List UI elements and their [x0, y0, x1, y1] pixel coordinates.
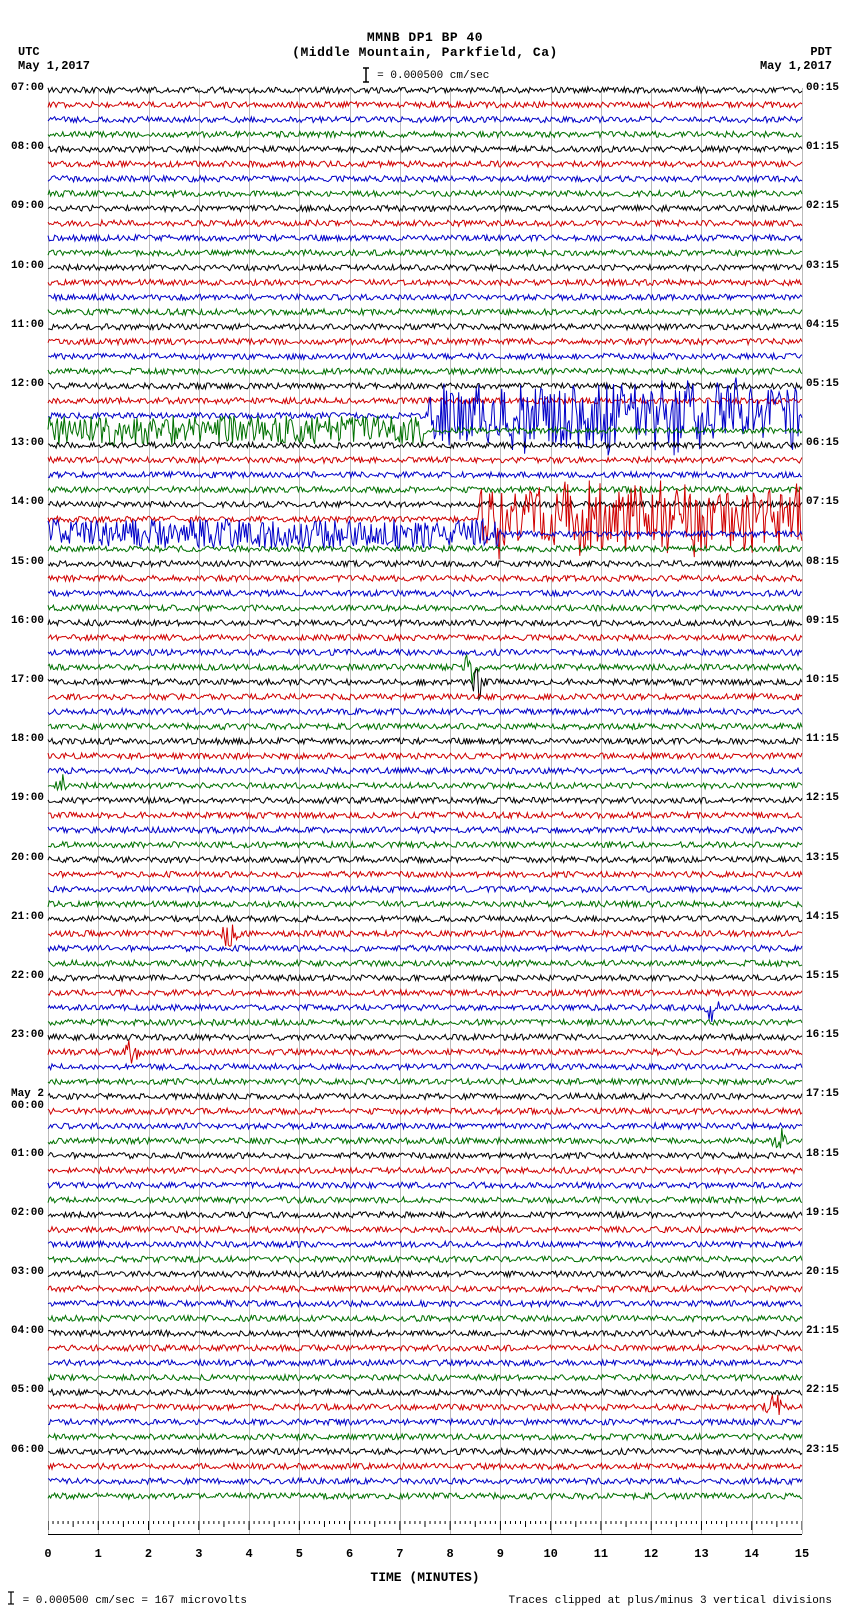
x-tick-label: 3 — [195, 1547, 202, 1561]
pdt-time-label: 05:15 — [802, 378, 839, 390]
utc-time-label: 23:00 — [11, 1029, 48, 1041]
scale-indicator: = 0.000500 cm/sec — [0, 67, 850, 83]
utc-time-label: 02:00 — [11, 1207, 48, 1219]
pdt-time-label: 19:15 — [802, 1207, 839, 1219]
pdt-time-label: 11:15 — [802, 733, 839, 745]
utc-time-label: 07:00 — [11, 82, 48, 94]
footer-scale: = 0.000500 cm/sec = 167 microvolts — [6, 1591, 247, 1607]
utc-time-label: 19:00 — [11, 792, 48, 804]
x-tick-label: 4 — [245, 1547, 252, 1561]
utc-time-label: 13:00 — [11, 437, 48, 449]
pdt-time-label: 02:15 — [802, 200, 839, 212]
pdt-time-label: 03:15 — [802, 260, 839, 272]
utc-time-label: 22:00 — [11, 970, 48, 982]
x-tick-label: 13 — [694, 1547, 708, 1561]
pdt-time-label: 23:15 — [802, 1444, 839, 1456]
pdt-time-label: 01:15 — [802, 141, 839, 153]
utc-time-label: 01:00 — [11, 1148, 48, 1160]
x-tick-label: 6 — [346, 1547, 353, 1561]
scale-value: = 0.000500 cm/sec — [371, 70, 490, 82]
utc-time-label: 12:00 — [11, 378, 48, 390]
x-tick-label: 0 — [44, 1547, 51, 1561]
utc-time-label: 17:00 — [11, 674, 48, 686]
pdt-time-label: 08:15 — [802, 556, 839, 568]
utc-time-label: 10:00 — [11, 260, 48, 272]
pdt-time-label: 17:15 — [802, 1088, 839, 1100]
pdt-time-label: 07:15 — [802, 496, 839, 508]
scale-bar-icon — [6, 1591, 16, 1605]
pdt-time-label: 06:15 — [802, 437, 839, 449]
seismic-trace — [48, 88, 802, 1549]
pdt-time-label: 18:15 — [802, 1148, 839, 1160]
pdt-time-label: 04:15 — [802, 319, 839, 331]
utc-time-label: May 2 00:00 — [11, 1088, 48, 1112]
gridline — [802, 88, 803, 1534]
x-tick-label: 7 — [396, 1547, 403, 1561]
pdt-time-label: 20:15 — [802, 1266, 839, 1278]
utc-time-label: 06:00 — [11, 1444, 48, 1456]
pdt-time-label: 22:15 — [802, 1384, 839, 1396]
pdt-time-label: 21:15 — [802, 1325, 839, 1337]
pdt-time-label: 15:15 — [802, 970, 839, 982]
station-location: (Middle Mountain, Parkfield, Ca) — [0, 45, 850, 60]
utc-time-label: 04:00 — [11, 1325, 48, 1337]
pdt-tz-label: PDT — [760, 45, 832, 59]
utc-time-label: 15:00 — [11, 556, 48, 568]
station-title: MMNB DP1 BP 40 — [0, 30, 850, 45]
header: MMNB DP1 BP 40 (Middle Mountain, Parkfie… — [0, 30, 850, 60]
scale-bar-icon — [361, 67, 371, 83]
x-tick-label: 8 — [447, 1547, 454, 1561]
x-tick-label: 15 — [795, 1547, 809, 1561]
pdt-time-label: 13:15 — [802, 852, 839, 864]
x-tick-label: 2 — [145, 1547, 152, 1561]
utc-time-label: 11:00 — [11, 319, 48, 331]
pdt-time-label: 16:15 — [802, 1029, 839, 1041]
x-axis-label: TIME (MINUTES) — [48, 1570, 802, 1585]
pdt-time-label: 10:15 — [802, 674, 839, 686]
seismogram-page: MMNB DP1 BP 40 (Middle Mountain, Parkfie… — [0, 0, 850, 1613]
utc-time-label: 08:00 — [11, 141, 48, 153]
x-tick-label: 10 — [543, 1547, 557, 1561]
x-tick-label: 5 — [296, 1547, 303, 1561]
utc-time-label: 21:00 — [11, 911, 48, 923]
utc-time-label: 05:00 — [11, 1384, 48, 1396]
pdt-time-label: 14:15 — [802, 911, 839, 923]
footer-left-text: = 0.000500 cm/sec = 167 microvolts — [16, 1595, 247, 1607]
footer-clip-note: Traces clipped at plus/minus 3 vertical … — [509, 1595, 832, 1607]
x-tick-label: 11 — [594, 1547, 608, 1561]
pdt-time-label: 09:15 — [802, 615, 839, 627]
pdt-time-label: 12:15 — [802, 792, 839, 804]
utc-tz-label: UTC — [18, 45, 90, 59]
utc-time-label: 20:00 — [11, 852, 48, 864]
x-tick-label: 14 — [745, 1547, 759, 1561]
helicorder-plot: 07:0008:0009:0010:0011:0012:0013:0014:00… — [48, 88, 802, 1535]
utc-time-label: 16:00 — [11, 615, 48, 627]
x-tick-label: 9 — [497, 1547, 504, 1561]
utc-time-label: 18:00 — [11, 733, 48, 745]
x-tick-label: 12 — [644, 1547, 658, 1561]
pdt-time-label: 00:15 — [802, 82, 839, 94]
x-tick-label: 1 — [95, 1547, 102, 1561]
utc-time-label: 09:00 — [11, 200, 48, 212]
utc-time-label: 03:00 — [11, 1266, 48, 1278]
utc-time-label: 14:00 — [11, 496, 48, 508]
